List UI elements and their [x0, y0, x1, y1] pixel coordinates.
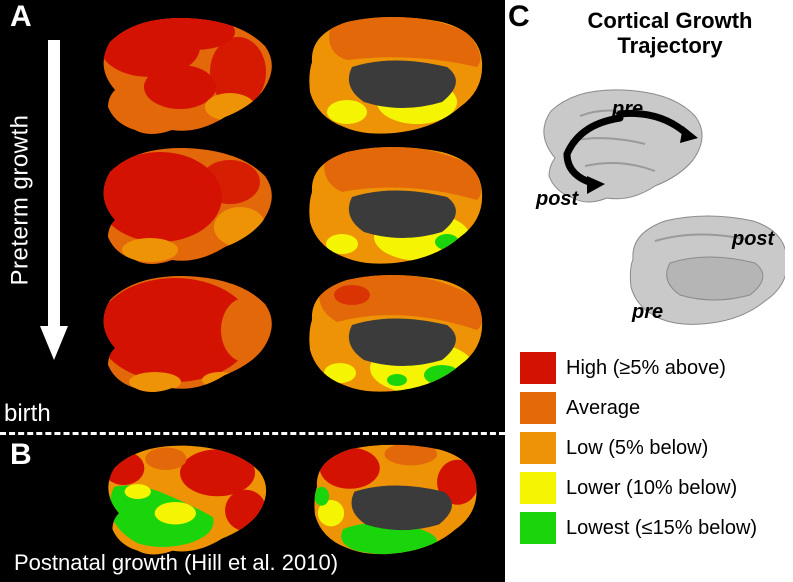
legend-label-avg: Average [566, 397, 640, 420]
brain-postnatal-lateral [80, 440, 280, 562]
legend-row-avg: Average [520, 392, 790, 424]
legend-label-lowest: Lowest (≤15% below) [566, 517, 757, 540]
swatch-lowest [520, 512, 556, 544]
swatch-high [520, 352, 556, 384]
swatch-avg [520, 392, 556, 424]
swatch-lower [520, 472, 556, 504]
legend-label-lower: Lower (10% below) [566, 477, 737, 500]
legend-row-high: High (≥5% above) [520, 352, 790, 384]
preterm-arrow [40, 40, 68, 360]
birth-label: birth [4, 400, 51, 428]
title-line1: Cortical Growth [587, 8, 752, 33]
brain-postnatal-medial [292, 440, 492, 562]
traj-label-post1: post [536, 188, 578, 211]
brain-preterm-row2-lateral [80, 142, 280, 272]
panel-label-b: B [10, 438, 32, 472]
brain-preterm-row1-medial [292, 12, 492, 142]
panel-label-c: C [508, 0, 530, 34]
swatch-low [520, 432, 556, 464]
legend-label-high: High (≥5% above) [566, 357, 726, 380]
brain-preterm-row3-lateral [80, 270, 280, 400]
brain-preterm-row3-medial [292, 270, 492, 400]
brain-preterm-row1-lateral [80, 12, 280, 142]
title-line2: Trajectory [617, 33, 722, 58]
legend-row-low: Low (5% below) [520, 432, 790, 464]
traj-label-pre2: pre [632, 301, 663, 324]
preterm-text: Preterm growth [7, 114, 35, 285]
panel-c-title: Cortical Growth Trajectory [560, 8, 780, 59]
legend-label-low: Low (5% below) [566, 437, 708, 460]
legend-row-lower: Lower (10% below) [520, 472, 790, 504]
traj-label-pre1: pre [612, 98, 643, 121]
color-legend: High (≥5% above) Average Low (5% below) … [520, 352, 790, 552]
birth-divider [0, 432, 505, 435]
trajectory-diagram: pre post post pre [520, 76, 785, 336]
brain-preterm-row2-medial [292, 142, 492, 272]
legend-row-lowest: Lowest (≤15% below) [520, 512, 790, 544]
panel-label-a: A [10, 0, 32, 34]
preterm-axis-label: Preterm growth [6, 30, 36, 370]
traj-label-post2: post [732, 228, 774, 251]
